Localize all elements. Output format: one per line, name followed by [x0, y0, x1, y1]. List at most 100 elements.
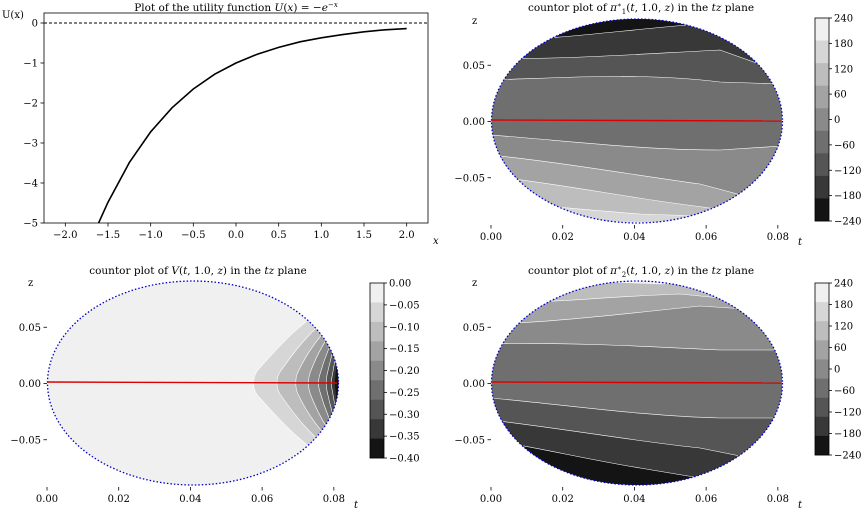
colorbar-tick-label: −0.15: [389, 344, 420, 355]
utility-axes-frame: [44, 13, 428, 223]
y-tick-label: −2: [23, 99, 38, 110]
colorbar-tick-label: −120: [834, 166, 861, 177]
x-tick-label: 0.08: [323, 494, 345, 505]
x-tick-label: 0.06: [695, 232, 717, 243]
pi2-contour-plot: countor plot of π∗2(t, 1.0, z) in the tz…: [454, 264, 861, 511]
y-tick-label: −0.05: [454, 435, 485, 446]
colorbar-tick-label: 180: [834, 39, 853, 50]
colorbar-tick-label: 0: [834, 115, 840, 126]
x-tick-label: 0.00: [480, 494, 502, 505]
colorbar-segment: [815, 63, 829, 86]
colorbar-segment: [370, 283, 384, 303]
x-tick-label: 0.00: [480, 232, 502, 243]
colorbar-tick-label: −180: [834, 191, 861, 202]
colorbar-segment: [815, 436, 829, 455]
colorbar-segment: [815, 417, 829, 436]
value-xlabel: t: [354, 500, 359, 511]
pi1-ylabel: z: [472, 16, 477, 27]
colorbar-segment: [370, 341, 384, 361]
x-tick-label: −1.5: [96, 230, 120, 241]
colorbar-tick-label: −0.30: [389, 410, 420, 421]
x-tick-label: 0.04: [179, 494, 201, 505]
colorbar-tick-label: 60: [834, 343, 847, 354]
colorbar-segment: [815, 198, 829, 221]
y-tick-label: 0.00: [463, 379, 485, 390]
x-tick-label: 1.0: [313, 230, 329, 241]
x-tick-label: 0.02: [552, 232, 574, 243]
y-tick-label: 0: [32, 19, 38, 30]
colorbar-tick-label: −0.10: [389, 322, 420, 333]
colorbar-tick-label: 120: [834, 322, 853, 333]
y-tick-label: −4: [23, 179, 38, 190]
y-tick-label: −1: [23, 59, 38, 70]
colorbar-segment: [815, 359, 829, 378]
colorbar-tick-label: −240: [834, 217, 861, 228]
colorbar-segment: [815, 108, 829, 131]
utility-xlabel: x: [433, 236, 439, 247]
y-tick-label: 0.05: [463, 61, 485, 72]
x-tick-label: 0.04: [623, 232, 645, 243]
colorbar-tick-label: 60: [834, 90, 847, 101]
x-tick-label: 1.5: [356, 230, 372, 241]
colorbar-segment: [370, 380, 384, 400]
y-tick-label: 0.05: [463, 323, 485, 334]
y-tick-label: −0.05: [454, 173, 485, 184]
x-tick-label: 0.0: [228, 230, 244, 241]
colorbar-segment: [370, 302, 384, 322]
colorbar-tick-label: 240: [834, 279, 853, 290]
colorbar-segment: [815, 398, 829, 417]
colorbar-tick-label: −240: [834, 451, 861, 462]
colorbar-segment: [815, 379, 829, 398]
x-tick-label: 2.0: [399, 230, 415, 241]
y-tick-label: 0.00: [19, 379, 41, 390]
colorbar-tick-label: 0: [834, 365, 840, 376]
colorbar-segment: [815, 302, 829, 321]
value-title: countor plot of V(t, 1.0, z) in the tz p…: [89, 265, 307, 277]
colorbar-segment: [370, 439, 384, 459]
colorbar-segment: [370, 419, 384, 439]
utility-ylabel: U(x): [2, 10, 24, 21]
colorbar-segment: [370, 361, 384, 381]
x-tick-label: 0.04: [623, 494, 645, 505]
y-tick-label: 0.00: [463, 117, 485, 128]
colorbar-tick-label: −0.35: [389, 432, 420, 443]
value-contour-plot: countor plot of V(t, 1.0, z) in the tz p…: [10, 265, 419, 511]
pi2-xlabel: t: [798, 500, 803, 511]
colorbar-segment: [815, 340, 829, 359]
utility-plot: Plot of the utility function U(x) = −e−x…: [2, 1, 439, 247]
y-tick-label: −0.05: [10, 435, 41, 446]
colorbar-segment: [815, 153, 829, 176]
x-tick-label: 0.06: [695, 494, 717, 505]
pi2-ylabel: z: [472, 278, 477, 289]
colorbar-segment: [815, 18, 829, 41]
y-tick-label: −3: [23, 139, 38, 150]
colorbar-tick-label: −0.25: [389, 388, 420, 399]
colorbar-segment: [815, 321, 829, 340]
pi1-contour-plot: countor plot of π∗1(t, 1.0, z) in the tz…: [454, 1, 861, 248]
colorbar-tick-label: 180: [834, 300, 853, 311]
pi2-title: countor plot of π∗2(t, 1.0, z) in the tz…: [528, 264, 754, 279]
colorbar-tick-label: −0.40: [389, 454, 420, 465]
x-tick-label: 0.00: [36, 494, 58, 505]
y-tick-label: 0.05: [19, 323, 41, 334]
colorbar-tick-label: 240: [834, 14, 853, 25]
colorbar-segment: [815, 176, 829, 199]
colorbar-tick-label: 0.00: [389, 279, 411, 290]
colorbar-tick-label: 120: [834, 64, 853, 75]
colorbar-tick-label: −60: [834, 140, 855, 151]
colorbar-tick-label: −180: [834, 429, 861, 440]
x-tick-label: 0.08: [767, 494, 789, 505]
x-tick-label: −2.0: [53, 230, 77, 241]
x-tick-label: 0.08: [767, 232, 789, 243]
x-tick-label: −0.5: [181, 230, 205, 241]
x-tick-label: 0.5: [271, 230, 287, 241]
colorbar-tick-label: −120: [834, 408, 861, 419]
colorbar-segment: [815, 283, 829, 302]
colorbar-segment: [815, 41, 829, 64]
pi1-xlabel: t: [798, 237, 803, 248]
x-tick-label: 0.02: [552, 494, 574, 505]
colorbar-tick-label: −0.20: [389, 366, 420, 377]
x-tick-label: 0.02: [108, 494, 130, 505]
colorbar-tick-label: −60: [834, 386, 855, 397]
